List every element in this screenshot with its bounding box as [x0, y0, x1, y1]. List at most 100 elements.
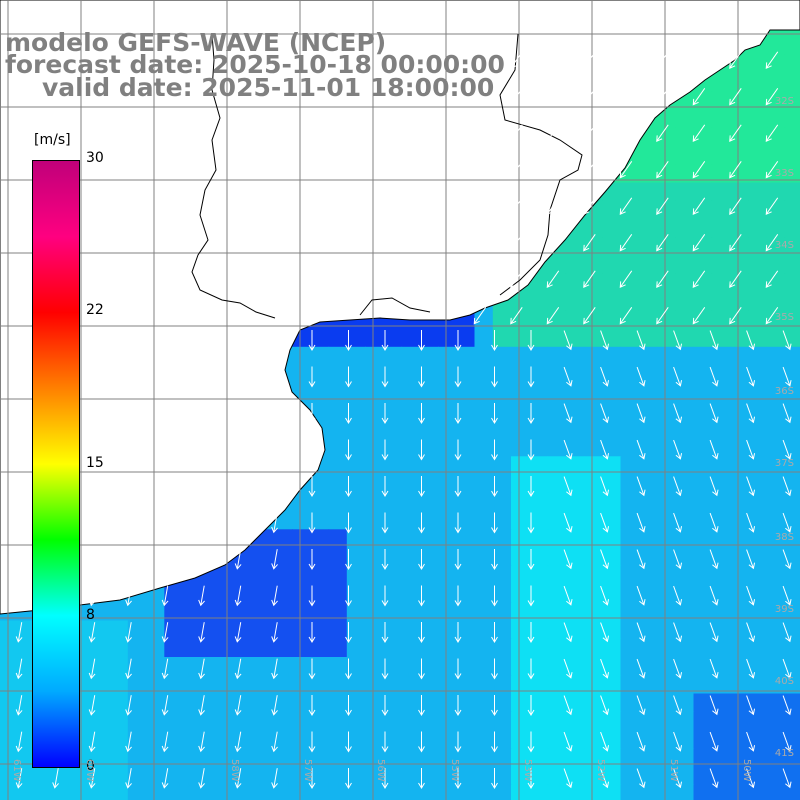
wind-arrow: [88, 439, 96, 461]
wind-cell: [565, 638, 585, 658]
wind-arrow: [454, 549, 462, 570]
wind-arrow: [765, 234, 779, 252]
wind-cell: [383, 511, 403, 530]
wind-arrow: [692, 51, 706, 69]
wind-arrow: [381, 658, 389, 680]
wind-arrow: [656, 51, 669, 69]
wind-arrow: [15, 403, 23, 424]
wind-arrow: [473, 88, 487, 106]
wind-cell: [693, 255, 713, 275]
wind-cell: [383, 602, 403, 622]
wind-cell: [237, 620, 257, 640]
wind-cell: [784, 200, 800, 220]
wind-arrow: [709, 658, 719, 679]
wind-cell: [657, 328, 676, 348]
wind-arrow: [381, 585, 389, 607]
wind-cell: [365, 565, 384, 585]
lon-label: 57W: [302, 759, 313, 782]
wind-cell: [328, 730, 348, 749]
wind-cell: [328, 511, 348, 530]
wind-cell: [584, 438, 603, 457]
wind-arrow: [709, 731, 719, 752]
wind-arrow: [636, 731, 646, 752]
wind-cell: [547, 401, 567, 421]
wind-cell: [255, 675, 275, 695]
wind-cell: [730, 310, 749, 330]
wind-cell: [547, 292, 567, 311]
wind-cell: [346, 401, 366, 421]
wind-cell: [784, 456, 800, 476]
wind-arrow: [636, 330, 646, 351]
wind-cell: [383, 693, 403, 713]
wind-cell: [711, 620, 731, 640]
wind-cell: [511, 456, 530, 476]
wind-cell: [693, 310, 713, 330]
wind-cell: [602, 255, 622, 275]
wind-arrow: [765, 124, 779, 142]
wind-arrow: [546, 124, 560, 142]
wind-cell: [547, 565, 567, 585]
wind-cell: [255, 620, 275, 640]
wind-cell: [383, 547, 403, 567]
wind-cell: [255, 584, 275, 603]
wind-arrow: [161, 439, 169, 461]
wind-cell: [784, 675, 800, 695]
wind-cell: [584, 401, 603, 421]
wind-cell: [784, 292, 800, 311]
wind-cell: [200, 730, 220, 749]
wind-cell: [547, 474, 567, 494]
lat-label: 36S: [774, 386, 794, 397]
wind-cell: [620, 492, 640, 512]
wind-cell: [292, 602, 311, 622]
wind-cell: [438, 346, 457, 366]
wind-cell: [474, 766, 494, 786]
wind-cell: [401, 383, 421, 403]
wind-cell: [310, 365, 330, 384]
wind-arrow: [636, 366, 646, 387]
wind-arrow: [527, 585, 535, 607]
wind-cell: [219, 730, 238, 749]
wind-cell: [456, 784, 476, 800]
wind-cell: [255, 766, 275, 786]
wind-cell: [693, 638, 713, 658]
wind-cell: [584, 748, 603, 768]
wind-cell: [146, 784, 165, 800]
wind-cell: [675, 365, 695, 384]
wind-cell: [766, 328, 786, 348]
wind-cell: [748, 127, 768, 147]
lon-label: 52W: [595, 759, 606, 782]
wind-arrow: [15, 585, 23, 607]
wind-cell: [584, 711, 603, 731]
wind-cell: [109, 748, 129, 768]
wind-arrow: [198, 585, 205, 607]
wind-arrow: [345, 695, 352, 716]
wind-cell: [365, 584, 384, 603]
wind-cell: [310, 584, 330, 603]
wind-cell: [529, 638, 549, 658]
wind-cell: [711, 419, 731, 439]
wind-cell: [346, 711, 366, 731]
wind-cell: [748, 419, 768, 439]
wind-cell: [200, 584, 220, 603]
wind-cell: [748, 766, 768, 786]
wind-cell: [529, 584, 549, 603]
wind-cell: [419, 456, 439, 476]
wind-cell: [638, 474, 658, 494]
wind-cell: [730, 127, 749, 147]
wind-cell: [657, 620, 676, 640]
wind-cell: [638, 456, 658, 476]
wind-arrow: [636, 695, 646, 716]
wind-cell: [657, 511, 676, 530]
wind-cell: [182, 657, 202, 676]
wind-cell: [492, 492, 512, 512]
wind-arrow: [418, 549, 425, 570]
wind-cell: [748, 547, 768, 567]
wind-cell: [438, 328, 457, 348]
wind-cell: [638, 200, 658, 220]
wind-arrow: [765, 197, 779, 215]
wind-cell: [693, 182, 713, 202]
wind-cell: [693, 620, 713, 640]
wind-arrow: [308, 439, 316, 461]
wind-cell: [529, 456, 549, 476]
wind-arrow: [345, 439, 352, 461]
